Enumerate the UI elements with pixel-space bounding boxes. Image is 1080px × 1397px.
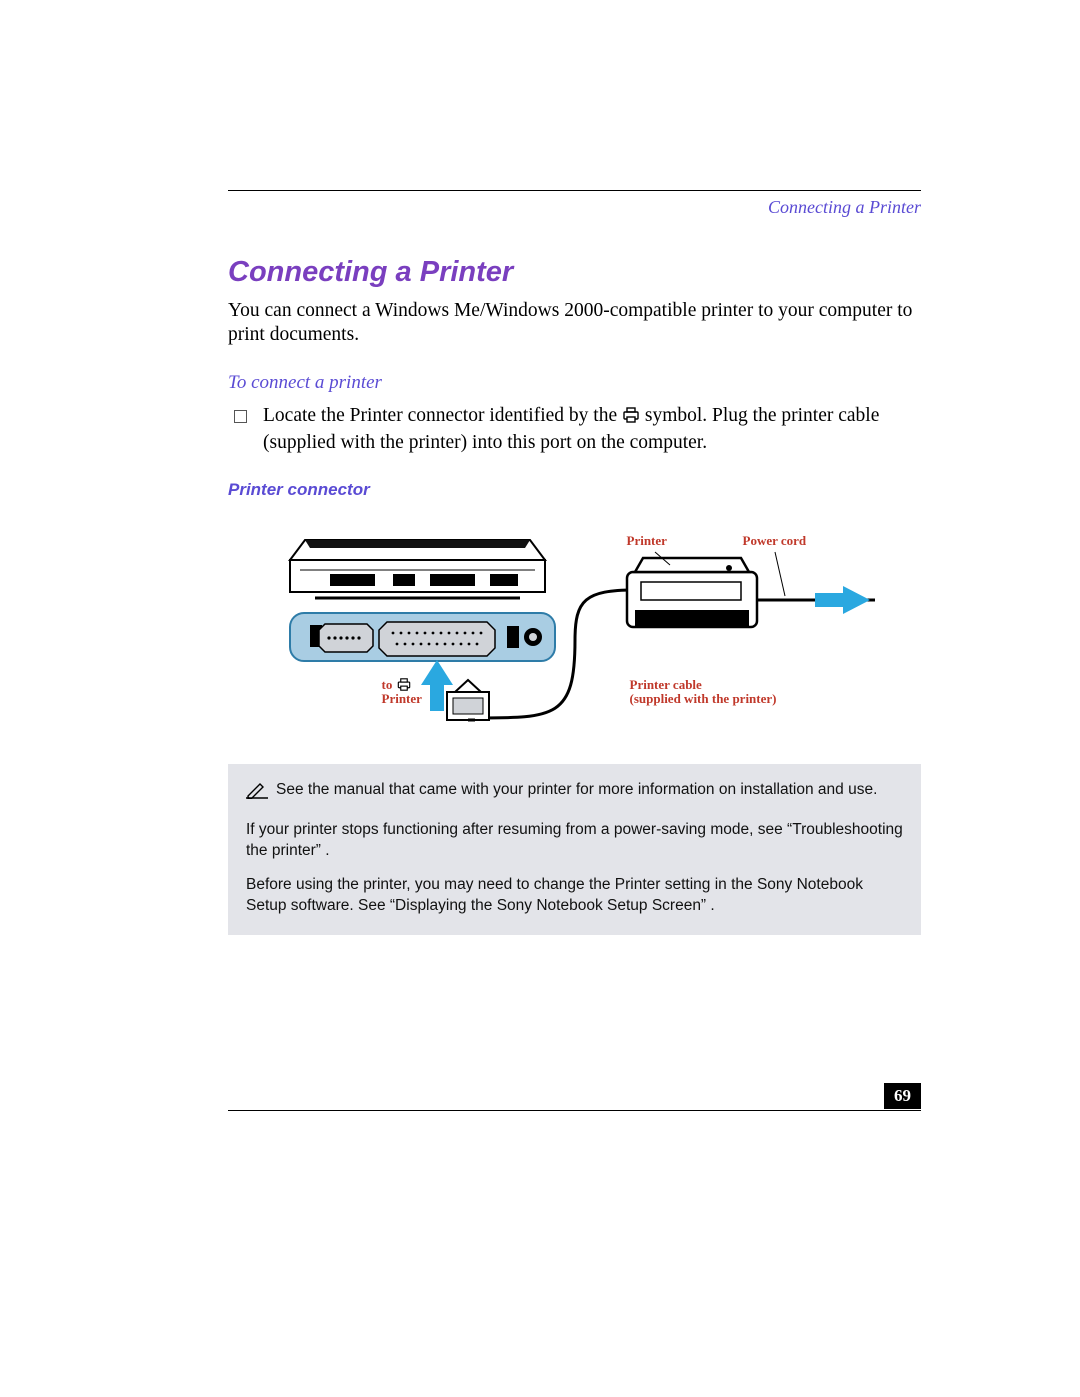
figure-label-printer: Printer xyxy=(627,534,667,548)
bottom-rule xyxy=(228,1110,921,1111)
figure-printer-connector: Printer Power cord Printer cable (suppli… xyxy=(275,520,875,740)
bullet-marker xyxy=(234,410,247,423)
top-rule xyxy=(228,190,921,191)
note-3: Before using the printer, you may need t… xyxy=(246,875,903,917)
content-area: Connecting a Printer Connecting a Printe… xyxy=(228,190,921,935)
figure-label-to: to xyxy=(382,678,412,692)
subheading-connect: To connect a printer xyxy=(228,372,921,394)
bullet-text-pre: Locate the Printer connector identified … xyxy=(263,405,622,426)
note-1: See the manual that came with your print… xyxy=(246,780,903,806)
page-title: Connecting a Printer xyxy=(228,256,921,289)
figure-label-cable-2: (supplied with the printer) xyxy=(630,692,777,706)
note-2: If your printer stops functioning after … xyxy=(246,820,903,862)
note-1-text: See the manual that came with your print… xyxy=(276,780,877,806)
intro-paragraph: You can connect a Windows Me/Windows 200… xyxy=(228,299,921,348)
note-box: See the manual that came with your print… xyxy=(228,764,921,936)
subheading-connector: Printer connector xyxy=(228,480,921,500)
figure-label-to-printer: Printer xyxy=(382,692,422,706)
page-number: 69 xyxy=(884,1083,921,1109)
bullet-text: Locate the Printer connector identified … xyxy=(263,404,921,456)
running-head: Connecting a Printer xyxy=(228,197,921,218)
page: Connecting a Printer Connecting a Printe… xyxy=(0,0,1080,1397)
printer-icon xyxy=(622,406,640,431)
figure-svg xyxy=(275,520,875,740)
figure-label-cable-1: Printer cable xyxy=(630,678,702,692)
bullet-item: Locate the Printer connector identified … xyxy=(228,404,921,456)
figure-label-power-cord: Power cord xyxy=(743,534,807,548)
pencil-icon xyxy=(246,781,268,806)
